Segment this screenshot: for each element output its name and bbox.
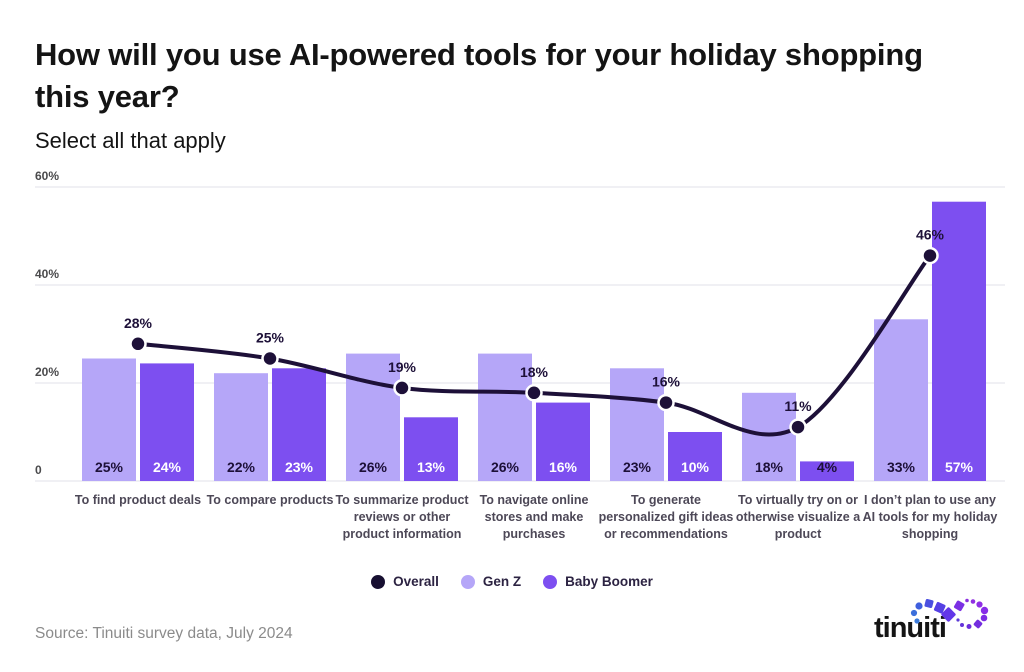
bar-value-label: 4% xyxy=(817,459,838,475)
bar-baby-boomer xyxy=(800,461,854,481)
overall-marker xyxy=(525,384,543,402)
overall-marker xyxy=(129,335,147,353)
y-tick-label: 20% xyxy=(35,365,59,379)
y-tick-label: 0 xyxy=(35,463,42,477)
y-tick-label: 60% xyxy=(35,169,59,183)
legend-label: Overall xyxy=(393,574,439,589)
legend-dot-icon xyxy=(460,574,475,589)
bar-value-label: 22% xyxy=(227,459,256,475)
bar-value-label: 26% xyxy=(359,459,388,475)
legend-dot-icon xyxy=(543,574,558,589)
bar-gen-z xyxy=(214,373,268,481)
bar-baby-boomer xyxy=(668,432,722,481)
bar-value-label: 25% xyxy=(95,459,124,475)
bar-value-label: 13% xyxy=(417,459,446,475)
overall-value-label: 46% xyxy=(916,227,945,243)
y-tick-label: 40% xyxy=(35,267,59,281)
bar-value-label: 10% xyxy=(681,459,710,475)
bar-gen-z xyxy=(346,353,400,481)
tinuiti-infinity-icon xyxy=(910,598,989,629)
bar-gen-z xyxy=(82,358,136,481)
page-title: How will you use AI-powered tools for yo… xyxy=(35,37,923,114)
x-category-label: To compare products xyxy=(206,493,334,507)
bar-baby-boomer xyxy=(272,368,326,481)
x-category-label: To find product deals xyxy=(74,493,202,507)
bar-baby-boomer xyxy=(536,402,590,481)
bar-line-chart: 0 20% 40% 60% 25% 22% 26% 26% 23% 18% 33% 24% 23% 13%… xyxy=(35,169,1005,482)
overall-value-label: 18% xyxy=(520,364,549,380)
bar-baby-boomer xyxy=(140,363,194,481)
legend-label: Gen Z xyxy=(482,574,522,589)
bar-value-label: 16% xyxy=(549,459,578,475)
bar-baby-boomer xyxy=(404,417,458,481)
overall-value-label: 11% xyxy=(784,398,812,414)
x-category-label: I don’t plan to use any AI tools for my … xyxy=(862,493,998,541)
bar-gen-z xyxy=(742,392,796,481)
bar-gen-z xyxy=(874,319,928,481)
bar-value-label: 23% xyxy=(623,459,652,475)
bar-value-label: 33% xyxy=(887,459,916,475)
tinuiti-logo-text: tinuiti xyxy=(874,612,947,644)
bar-value-label: 23% xyxy=(285,459,314,475)
bar-value-label: 24% xyxy=(153,459,182,475)
x-axis-labels: To find product deals To compare products… xyxy=(0,492,1024,572)
overall-marker xyxy=(789,418,807,436)
chart-area: 0 20% 40% 60% 25% 22% 26% 26% 23% 18% 33% 24% 23% 13%… xyxy=(0,162,1024,492)
legend-item-baby-boomer: Baby Boomer xyxy=(543,574,653,589)
bar-gen-z xyxy=(610,368,664,481)
bar-baby-boomer xyxy=(932,201,986,481)
tinuiti-logo: tinuiti xyxy=(860,598,1000,654)
bar-gen-z xyxy=(478,353,532,481)
x-category-label: To generate personalized gift ideas or r… xyxy=(598,493,734,541)
overall-value-label: 28% xyxy=(124,315,153,331)
overall-value-label: 19% xyxy=(388,359,417,375)
chart-legend: Overall Gen Z Baby Boomer xyxy=(0,574,1024,589)
source-note: Source: Tinuiti survey data, July 2024 xyxy=(35,625,293,642)
overall-marker xyxy=(393,379,411,397)
overall-marker xyxy=(657,393,675,412)
overall-value-label: 25% xyxy=(256,330,285,346)
overall-marker xyxy=(261,349,279,368)
x-category-label: To virtually try on or otherwise visuali… xyxy=(735,493,861,541)
page-subtitle: Select all that apply xyxy=(35,128,226,153)
bar-value-label: 18% xyxy=(755,459,784,475)
x-category-label: To navigate online stores and make purch… xyxy=(479,493,589,541)
overall-marker xyxy=(921,246,939,265)
bar-value-label: 57% xyxy=(945,459,974,475)
legend-label: Baby Boomer xyxy=(565,574,653,589)
legend-item-gen-z: Gen Z xyxy=(460,574,522,589)
x-category-label: To summarize product reviews or other pr… xyxy=(335,493,469,541)
overall-value-label: 16% xyxy=(652,374,681,390)
legend-dot-icon xyxy=(371,574,386,589)
bar-value-label: 26% xyxy=(491,459,520,475)
legend-item-overall: Overall xyxy=(371,574,439,589)
